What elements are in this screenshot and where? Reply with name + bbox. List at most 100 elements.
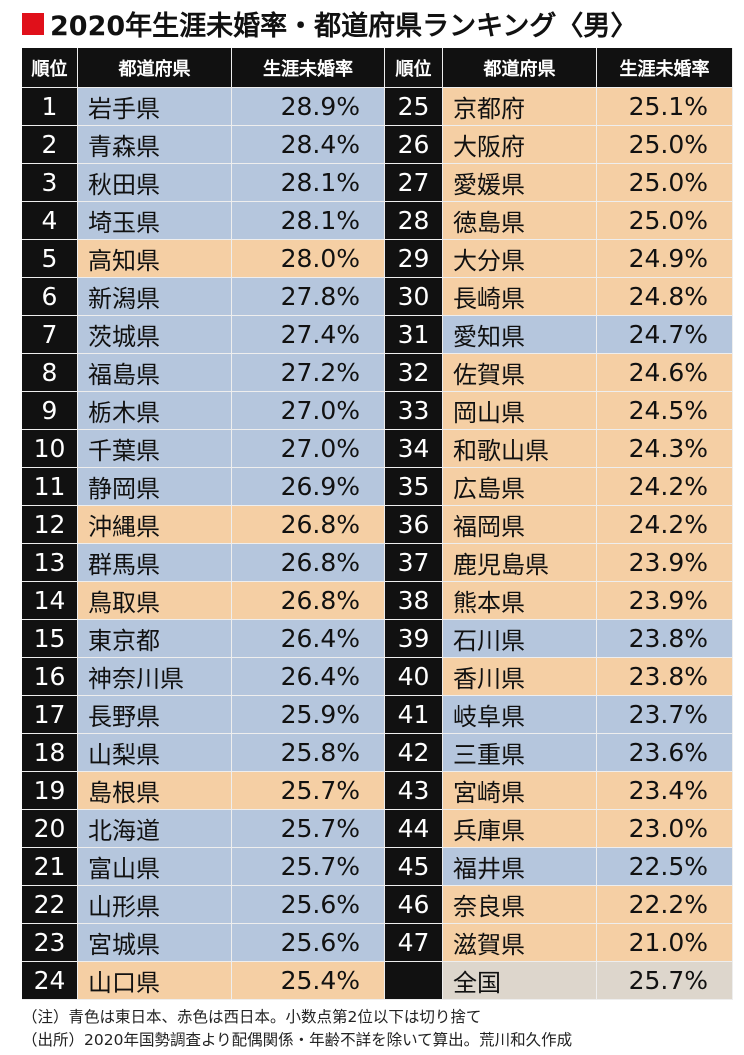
prefecture-cell: 奈良県 (443, 886, 597, 924)
prefecture-cell: 佐賀県 (443, 354, 597, 392)
rate-cell: 26.4% (232, 658, 385, 696)
rate-cell: 24.5% (597, 392, 733, 430)
rate-cell: 25.0% (597, 126, 733, 164)
rate-cell: 26.8% (232, 506, 385, 544)
rate-cell: 26.4% (232, 620, 385, 658)
column-header: 生涯未婚率 (597, 48, 733, 88)
rate-cell: 25.7% (232, 810, 385, 848)
rate-cell: 23.0% (597, 810, 733, 848)
prefecture-cell: 秋田県 (78, 164, 232, 202)
rank-cell: 16 (22, 658, 78, 696)
national-rate: 25.7% (597, 962, 733, 1000)
prefecture-cell: 滋賀県 (443, 924, 597, 962)
prefecture-cell: 大分県 (443, 240, 597, 278)
prefecture-cell: 京都府 (443, 88, 597, 126)
note: （出所）2020年国勢調査より配偶関係・年齢不詳を除いて算出。荒川和久作成 (22, 1031, 573, 1049)
prefecture-cell: 茨城県 (78, 316, 232, 354)
rate-cell: 28.4% (232, 126, 385, 164)
rank-cell: 20 (22, 810, 78, 848)
rank-cell: 35 (385, 468, 443, 506)
rate-cell: 27.0% (232, 392, 385, 430)
rank-cell: 28 (385, 202, 443, 240)
prefecture-cell: 島根県 (78, 772, 232, 810)
rank-cell: 39 (385, 620, 443, 658)
national-name: 全国 (443, 962, 597, 1000)
prefecture-cell: 大阪府 (443, 126, 597, 164)
prefecture-cell: 長崎県 (443, 278, 597, 316)
rate-cell: 24.7% (597, 316, 733, 354)
prefecture-cell: 徳島県 (443, 202, 597, 240)
rate-cell: 24.8% (597, 278, 733, 316)
rank-cell: 10 (22, 430, 78, 468)
rate-cell: 25.1% (597, 88, 733, 126)
rate-cell: 25.6% (232, 886, 385, 924)
rate-cell: 21.0% (597, 924, 733, 962)
rank-cell: 37 (385, 544, 443, 582)
rate-cell: 25.7% (232, 848, 385, 886)
prefecture-cell: 福井県 (443, 848, 597, 886)
rate-cell: 25.8% (232, 734, 385, 772)
prefecture-cell: 三重県 (443, 734, 597, 772)
rate-cell: 24.9% (597, 240, 733, 278)
rank-cell: 30 (385, 278, 443, 316)
rank-cell: 33 (385, 392, 443, 430)
prefecture-cell: 山梨県 (78, 734, 232, 772)
rank-cell: 26 (385, 126, 443, 164)
rate-cell: 24.2% (597, 468, 733, 506)
prefecture-cell: 富山県 (78, 848, 232, 886)
title-marker (22, 12, 44, 35)
rate-cell: 27.2% (232, 354, 385, 392)
rank-cell: 34 (385, 430, 443, 468)
rank-cell: 38 (385, 582, 443, 620)
rank-cell: 36 (385, 506, 443, 544)
rank-cell: 14 (22, 582, 78, 620)
rate-cell: 23.9% (597, 544, 733, 582)
prefecture-cell: 熊本県 (443, 582, 597, 620)
rank-cell: 21 (22, 848, 78, 886)
prefecture-cell: 山形県 (78, 886, 232, 924)
prefecture-cell: 鳥取県 (78, 582, 232, 620)
prefecture-cell: 高知県 (78, 240, 232, 278)
prefecture-cell: 栃木県 (78, 392, 232, 430)
title-wrap: 2020年生涯未婚率・都道府県ランキング〈男〉 (22, 4, 637, 43)
prefecture-cell: 神奈川県 (78, 658, 232, 696)
column-header: 順位 (385, 48, 443, 88)
prefecture-cell: 群馬県 (78, 544, 232, 582)
rank-cell: 47 (385, 924, 443, 962)
prefecture-cell: 新潟県 (78, 278, 232, 316)
rate-cell: 28.0% (232, 240, 385, 278)
prefecture-cell: 広島県 (443, 468, 597, 506)
rate-cell: 22.5% (597, 848, 733, 886)
rank-cell: 1 (22, 88, 78, 126)
rate-cell: 24.6% (597, 354, 733, 392)
prefecture-cell: 長野県 (78, 696, 232, 734)
prefecture-cell: 香川県 (443, 658, 597, 696)
rank-cell: 13 (22, 544, 78, 582)
rank-cell: 5 (22, 240, 78, 278)
column-header: 生涯未婚率 (232, 48, 385, 88)
rate-cell: 23.8% (597, 620, 733, 658)
rate-cell: 25.4% (232, 962, 385, 1000)
rate-cell: 25.6% (232, 924, 385, 962)
rate-cell: 26.9% (232, 468, 385, 506)
rank-cell (385, 962, 443, 1000)
rate-cell: 25.9% (232, 696, 385, 734)
rank-cell: 46 (385, 886, 443, 924)
rate-cell: 23.8% (597, 658, 733, 696)
rate-cell: 27.8% (232, 278, 385, 316)
rank-cell: 2 (22, 126, 78, 164)
rank-cell: 4 (22, 202, 78, 240)
rate-cell: 27.0% (232, 430, 385, 468)
prefecture-cell: 埼玉県 (78, 202, 232, 240)
prefecture-cell: 愛知県 (443, 316, 597, 354)
rank-cell: 25 (385, 88, 443, 126)
rank-cell: 32 (385, 354, 443, 392)
rank-cell: 23 (22, 924, 78, 962)
rank-cell: 44 (385, 810, 443, 848)
prefecture-cell: 宮崎県 (443, 772, 597, 810)
prefecture-cell: 福島県 (78, 354, 232, 392)
rank-cell: 45 (385, 848, 443, 886)
prefecture-cell: 兵庫県 (443, 810, 597, 848)
rate-cell: 26.8% (232, 544, 385, 582)
note: （注）青色は東日本、赤色は西日本。小数点第2位以下は切り捨て (22, 1008, 482, 1026)
